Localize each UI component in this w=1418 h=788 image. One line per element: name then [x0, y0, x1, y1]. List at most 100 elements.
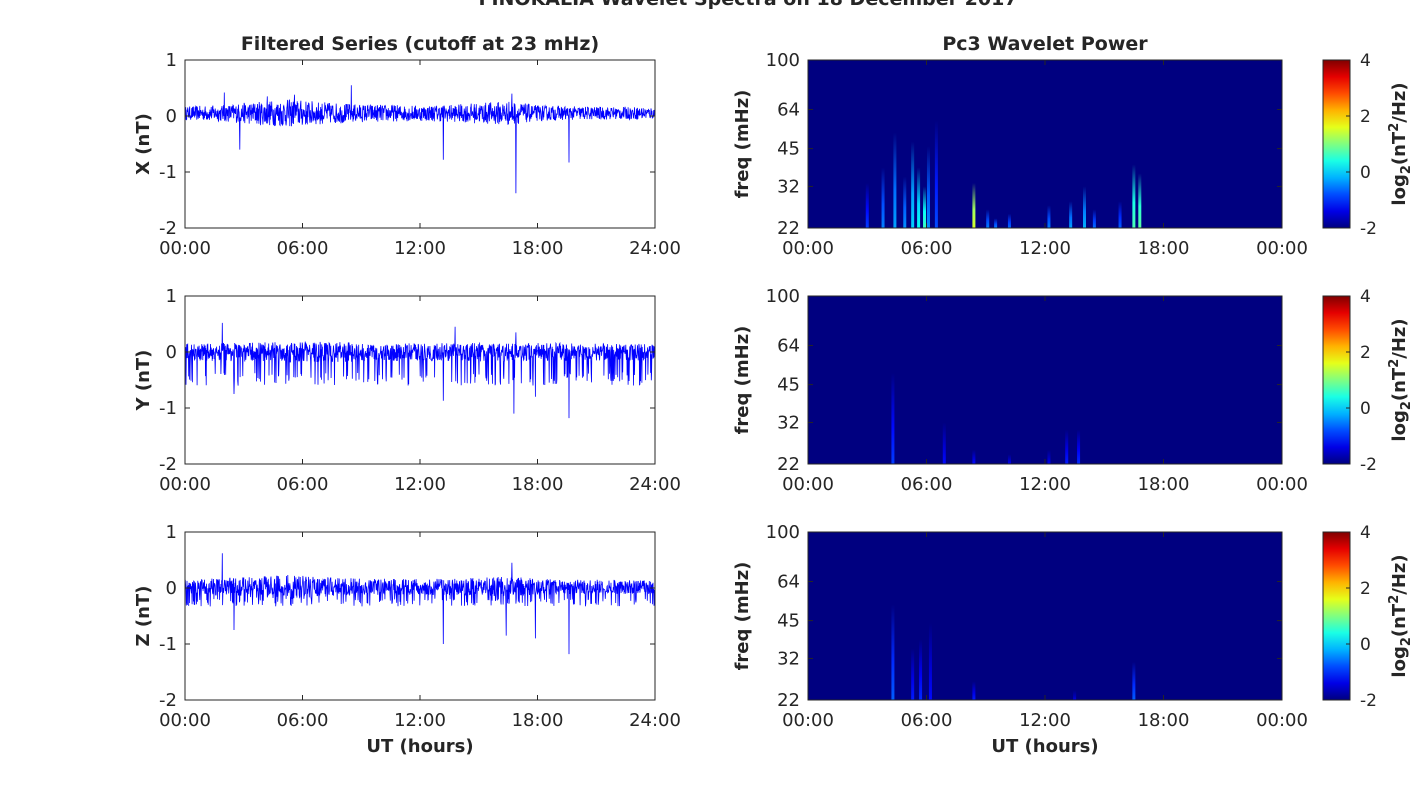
- x-tick-label: 12:00: [1019, 710, 1071, 731]
- colorbar-label-part: 2: [1387, 595, 1402, 604]
- colorbar-label: log2(nT2/Hz): [1387, 318, 1414, 441]
- x-tick-label: 18:00: [512, 474, 564, 495]
- colorbar-tick-label: 2: [1360, 343, 1371, 363]
- colorbar-tick-label: 2: [1360, 107, 1371, 127]
- y-tick-label: 22: [777, 218, 800, 239]
- colorbar: 4 2 0 -2 log2(nT2/Hz): [1322, 287, 1414, 475]
- colorbar-label-part: (nT: [1389, 131, 1410, 165]
- colorbar-tick-label: 4: [1360, 523, 1371, 543]
- x-tick-label: 18:00: [512, 238, 564, 259]
- power-streak: [919, 639, 923, 700]
- colorbar-label-part: /Hz): [1389, 554, 1410, 594]
- power-streak: [972, 449, 976, 464]
- x-tick-label: 06:00: [277, 238, 329, 259]
- y-tick-label: 45: [777, 139, 800, 160]
- colorbar-scale: [1322, 59, 1351, 229]
- x-tick-label: 24:00: [629, 710, 681, 731]
- power-streak: [972, 681, 976, 700]
- x-tick-label: 00:00: [1256, 238, 1308, 259]
- x-tick-label: 00:00: [159, 238, 211, 259]
- y-tick-label: 100: [766, 522, 800, 543]
- y-axis-label: X (nT): [133, 113, 154, 175]
- power-streak: [942, 422, 946, 464]
- y-tick-label: 64: [777, 336, 800, 357]
- power-streak: [891, 604, 895, 700]
- colorbar-label: log2(nT2/Hz): [1387, 554, 1414, 677]
- power-streak: [928, 623, 932, 700]
- x-tick-label: 24:00: [629, 238, 681, 259]
- series-line-x: [185, 85, 655, 194]
- colorbar-label-part: /Hz): [1389, 82, 1410, 122]
- colorbar-tick-label: 4: [1360, 287, 1371, 307]
- power-streak: [1007, 454, 1011, 464]
- series-panel-z: 1 0 -1 -200:00 06:00 12:00 18:00 24:00 Z (nT) UT …: [133, 522, 681, 757]
- y-tick-label: 0: [166, 342, 177, 363]
- y-axis-label: freq (mHz): [732, 562, 753, 671]
- series-panel-y: 1 0 -1 -200:00 06:00 12:00 18:00 24:00 Y (nT): [133, 286, 681, 495]
- y-tick-label: 22: [777, 690, 800, 711]
- colorbar-label: log2(nT2/Hz): [1387, 82, 1414, 205]
- plot-background: [185, 532, 655, 700]
- y-tick-label: 32: [777, 648, 800, 669]
- power-streak: [893, 132, 897, 228]
- x-axis-label: UT (hours): [366, 736, 473, 757]
- power-streak: [917, 167, 921, 228]
- power-streak: [926, 146, 930, 228]
- colorbar-tick-label: -2: [1360, 691, 1377, 711]
- y-tick-label: 64: [777, 572, 800, 593]
- power-streak: [1132, 661, 1136, 700]
- y-axis-label: freq (mHz): [732, 326, 753, 435]
- colorbar-scale: [1322, 295, 1351, 465]
- power-streak: [911, 141, 915, 228]
- y-axis-label: Z (nT): [133, 586, 154, 647]
- x-tick-label: 00:00: [1256, 710, 1308, 731]
- power-streak: [1083, 186, 1086, 228]
- power-streak: [1047, 205, 1051, 228]
- power-streak: [1092, 209, 1096, 228]
- colorbar-tick-label: 4: [1360, 51, 1371, 71]
- figure-title: FINOKALIA Wavelet Spectra on 18 December…: [478, 0, 1017, 10]
- x-tick-label: 18:00: [1138, 474, 1190, 495]
- series-line-y: [185, 322, 655, 419]
- x-tick-label: 18:00: [1138, 710, 1190, 731]
- x-tick-label: 06:00: [901, 474, 953, 495]
- y-tick-label: 100: [766, 50, 800, 71]
- x-tick-label: 00:00: [159, 474, 211, 495]
- power-streak: [934, 120, 938, 228]
- y-tick-label: 1: [166, 522, 177, 543]
- x-tick-label: 00:00: [782, 238, 834, 259]
- x-tick-label: 12:00: [1019, 474, 1071, 495]
- colorbar-label-part: (nT: [1389, 367, 1410, 401]
- y-tick-label: 1: [166, 50, 177, 71]
- x-tick-label: 18:00: [1138, 238, 1190, 259]
- y-tick-label: 45: [777, 611, 800, 632]
- colorbar-label-part: 2: [1399, 637, 1414, 646]
- colorbar-label-part: log: [1389, 410, 1410, 441]
- power-streak: [891, 372, 895, 464]
- series-line-z: [185, 553, 655, 655]
- colorbar-label-part: 2: [1387, 123, 1402, 132]
- power-streak: [1077, 429, 1081, 464]
- colorbar-scale: [1322, 531, 1351, 701]
- plot-background: [185, 60, 655, 228]
- heatmap-background: [808, 296, 1282, 464]
- x-tick-label: 12:00: [394, 710, 446, 731]
- power-streak: [1065, 429, 1069, 464]
- y-tick-label: 0: [166, 578, 177, 599]
- x-tick-label: 00:00: [1256, 474, 1308, 495]
- power-streak: [1047, 449, 1051, 464]
- colorbar-tick-label: 0: [1360, 399, 1371, 419]
- power-streak: [1138, 173, 1142, 228]
- y-tick-label: 100: [766, 286, 800, 307]
- colorbar-tick-label: -2: [1360, 455, 1377, 475]
- plot-background: [185, 296, 655, 464]
- heatmap-background: [808, 60, 1282, 228]
- x-axis-label: UT (hours): [991, 736, 1098, 757]
- y-axis-label: Y (nT): [133, 350, 154, 412]
- panel-title: Filtered Series (cutoff at 23 mHz): [241, 33, 599, 55]
- y-tick-label: 45: [777, 375, 800, 396]
